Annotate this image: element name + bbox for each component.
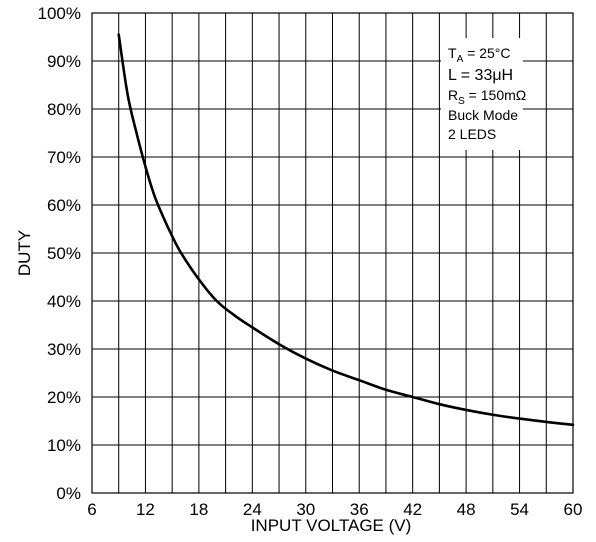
conditions-annotation: TA = 25°C L = 33μH RS = 150mΩ Buck Mode … <box>441 38 526 150</box>
x-tick-label: 12 <box>136 500 155 519</box>
x-tick-label: 18 <box>189 500 208 519</box>
series-layer <box>117 33 575 427</box>
y-tick-label: 80% <box>47 100 81 119</box>
x-tick-labels: 6 12 18 24 30 36 42 48 54 60 <box>87 500 582 519</box>
y-tick-label: 20% <box>47 388 81 407</box>
annotation-inductance: L = 33μH <box>448 67 513 84</box>
x-tick-label: 24 <box>243 500 262 519</box>
x-tick-label: 42 <box>403 500 422 519</box>
y-tick-label: 40% <box>47 292 81 311</box>
x-tick-label: 30 <box>296 500 315 519</box>
annotation-mode: Buck Mode <box>448 107 518 123</box>
x-tick-label: 60 <box>564 500 583 519</box>
x-tick-label: 54 <box>510 500 529 519</box>
series-line-duty <box>117 33 575 427</box>
y-tick-label: 70% <box>47 148 81 167</box>
annotation-background <box>441 38 523 150</box>
y-tick-label: 100% <box>38 4 81 23</box>
annotation-ta: TA = 25°C <box>448 45 510 65</box>
x-tick-label: 6 <box>87 500 96 519</box>
y-tick-label: 60% <box>47 196 81 215</box>
y-tick-label: 10% <box>47 436 81 455</box>
y-tick-label: 30% <box>47 340 81 359</box>
annotation-rs: RS = 150mΩ <box>448 87 526 107</box>
y-tick-label: 50% <box>47 244 81 263</box>
y-axis-title: DUTY <box>15 230 34 276</box>
x-tick-label: 36 <box>350 500 369 519</box>
annotation-leds: 2 LEDS <box>448 126 496 142</box>
y-tick-label: 90% <box>47 52 81 71</box>
x-axis-title: INPUT VOLTAGE (V) <box>251 516 412 535</box>
y-tick-label: 0% <box>56 484 81 503</box>
y-tick-labels: 0% 10% 20% 30% 40% 50% 60% 70% 80% 90% 100% <box>38 4 81 503</box>
x-tick-label: 48 <box>457 500 476 519</box>
grid <box>92 13 573 493</box>
plot-frame <box>91 12 574 494</box>
